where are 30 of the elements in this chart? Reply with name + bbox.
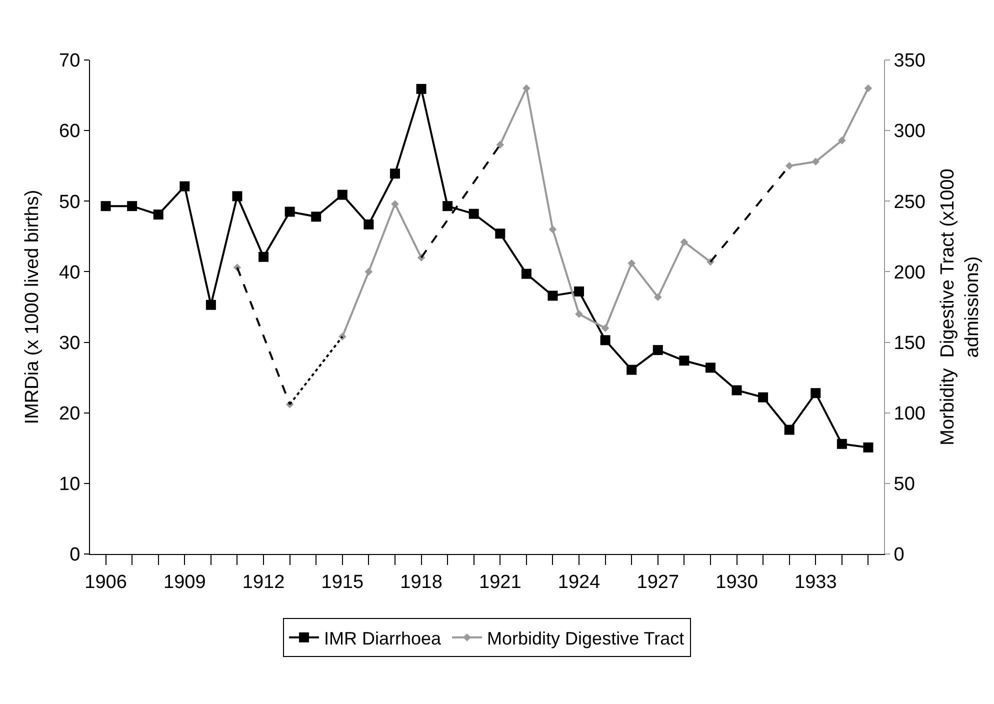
y2-tick-label: 350 [894,50,926,72]
y-tick-label: 20 [59,404,80,425]
x-tick-label: 1921 [479,572,522,593]
x-tick-label: 1918 [400,572,442,593]
y-tick-label: 30 [59,332,80,354]
y2-tick-label: 300 [894,121,926,142]
x-tick-label: 1924 [558,572,601,593]
x-tick-label: 1912 [242,572,285,593]
y2-tick-label: 0 [894,544,904,566]
y-tick-label: 70 [59,50,80,72]
legend-label: Morbidity Digestive Tract [487,628,684,648]
x-tick-label: 1927 [636,572,680,593]
y-axis-title: IMRDia (x 1000 lived births) [22,190,43,424]
x-tick-label: 1915 [321,572,364,593]
y2-tick-label: 200 [894,262,926,284]
y-tick-label: 50 [59,192,80,213]
x-tick-label: 1930 [716,572,758,593]
x-tick-label: 1933 [794,572,837,593]
y2-axis-title: Morbidity Digestive Tract (x1000 admissions) [937,168,984,446]
y-tick-label: 10 [59,474,80,496]
y-tick-label: 0 [70,544,80,566]
y2-tick-label: 100 [894,404,926,425]
y-tick-label: 40 [59,262,80,284]
y2-tick-label: 50 [894,474,915,496]
legend-label: IMR Diarrhoea [324,628,442,648]
x-tick-label: 1909 [164,572,206,593]
y2-tick-label: 150 [894,332,926,354]
y2-tick-label: 250 [894,192,926,213]
y-tick-label: 60 [59,121,80,142]
x-tick-label: 1906 [84,572,127,593]
